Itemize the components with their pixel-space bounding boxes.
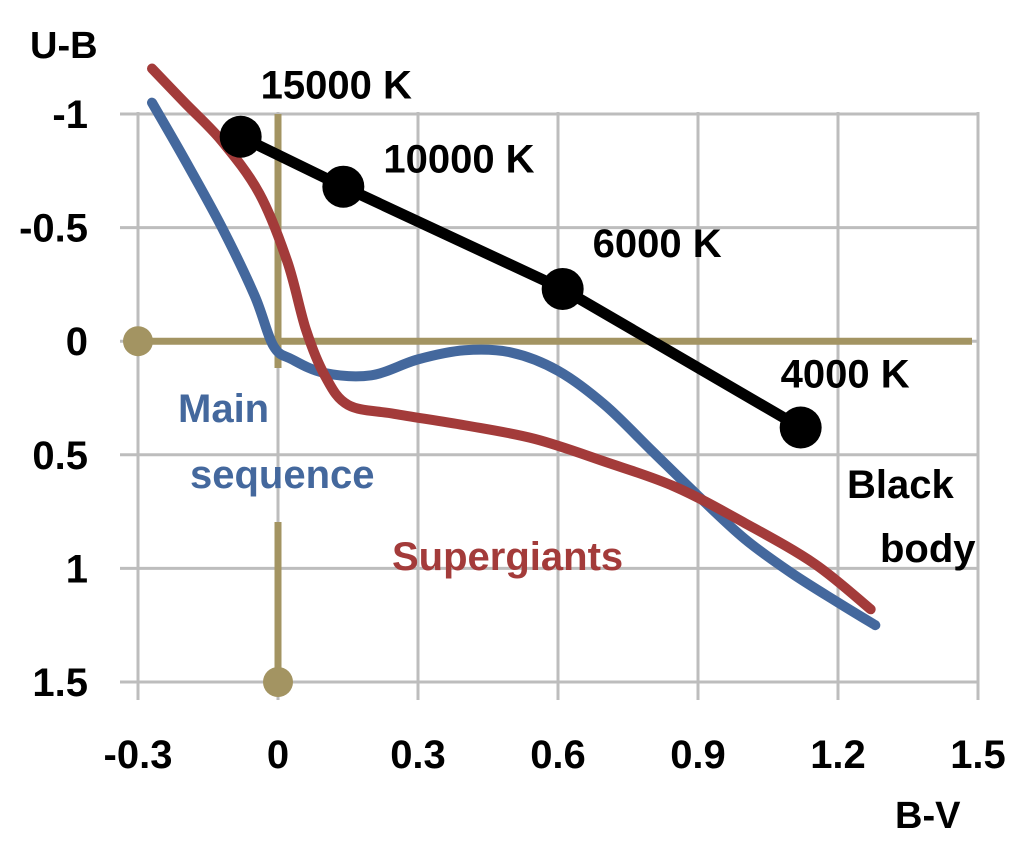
black-body-label-line2: body (880, 527, 976, 571)
x-tick-label-1: 0 (267, 733, 289, 777)
reference-marker-bottom (263, 667, 293, 697)
black-body-point-1 (322, 165, 365, 208)
x-axis-title: B-V (895, 795, 961, 837)
series-layer: 15000 K 10000 K 6000 K 4000 K (147, 63, 910, 631)
y-tick-label-5: 1.5 (32, 661, 88, 705)
x-tick-label-2: 0.3 (390, 733, 446, 777)
x-tick-labels: -0.3 0 0.3 0.6 0.9 1.2 1.5 (104, 733, 1006, 777)
black-body-point-2 (541, 267, 584, 310)
y-tick-labels: -1 -0.5 0 0.5 1 1.5 (19, 93, 88, 705)
series-line-main-sequence (147, 97, 881, 631)
black-body-point-label-1: 10000 K (383, 138, 534, 182)
y-tick-label-1: -0.5 (19, 207, 88, 251)
y-tick-label-0: -1 (52, 93, 88, 137)
black-body-point-label-0: 15000 K (261, 64, 412, 108)
supergiants-label: Supergiants (392, 535, 623, 579)
reference-marker-left (123, 326, 153, 357)
black-body-label-line1: Black (847, 463, 954, 507)
y-axis-title: U-B (30, 25, 98, 67)
black-body-point-3 (779, 406, 822, 449)
black-body-point-0 (219, 115, 262, 158)
black-body-point-label-2: 6000 K (593, 222, 722, 266)
x-tick-label-4: 0.9 (670, 733, 726, 777)
series-line-supergiants (147, 63, 876, 615)
annotation-labels: Main sequence Supergiants Black body (178, 387, 976, 579)
x-tick-label-0: -0.3 (104, 733, 173, 777)
black-body-point-label-3: 4000 K (781, 353, 910, 397)
y-tick-label-3: 0.5 (32, 434, 88, 478)
x-tick-label-6: 1.5 (950, 733, 1006, 777)
y-tick-label-4: 1 (66, 547, 88, 591)
x-tick-label-3: 0.6 (530, 733, 586, 777)
main-sequence-label-line1: Main (178, 387, 269, 431)
x-tick-label-5: 1.2 (810, 733, 866, 777)
series-line-black-body (235, 131, 807, 434)
y-tick-label-2: 0 (66, 320, 88, 364)
main-sequence-label-line2: sequence (190, 453, 375, 497)
